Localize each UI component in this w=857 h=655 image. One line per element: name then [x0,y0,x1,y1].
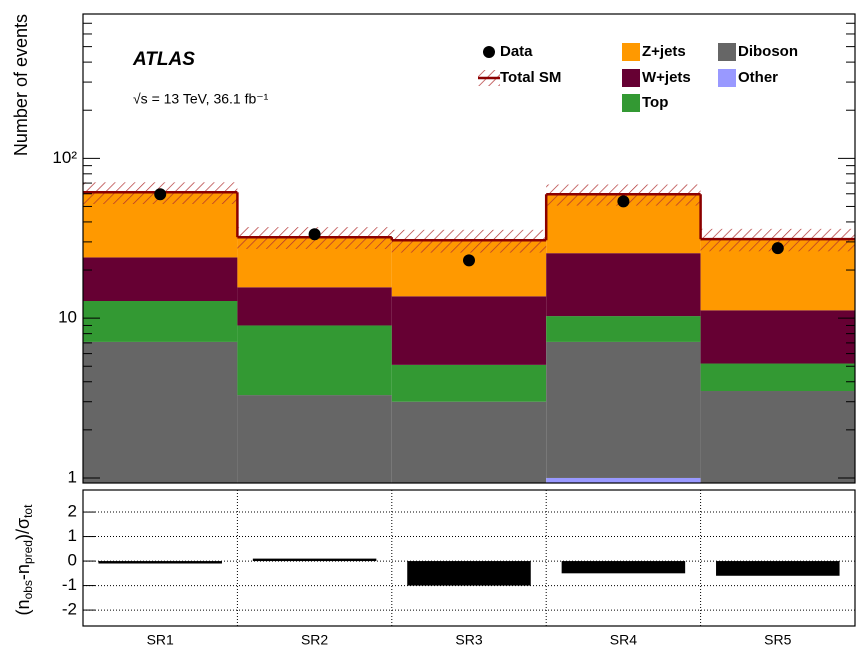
ratio-bar [98,561,222,564]
stack-segment [237,395,392,483]
label-part: pred [21,540,35,564]
ratio-frame [82,489,856,627]
x-tick-label: SR5 [764,632,791,648]
stack-segment [546,316,701,342]
y-tick-label: 1 [68,467,77,486]
ratio-tick-label: -1 [62,575,77,594]
legend-marker [622,43,640,61]
annotation: √s = 13 TeV, 36.1 fb⁻¹ [133,91,269,107]
stack-segment [700,310,855,364]
label-part: tot [21,504,35,518]
legend-marker [622,69,640,87]
legend-label: W+jets [642,69,691,86]
y-axis-label: Number of events [11,14,31,156]
stack-segment [391,401,547,483]
legend-marker [718,43,736,61]
ratio-tick-label: -2 [62,600,77,619]
ratio-bar [716,561,840,576]
stack-segment [700,363,855,392]
ratio-tick-label: 2 [68,502,77,521]
stack-segment [700,391,855,483]
label-part: )/σ [13,518,33,540]
stack-segment [83,257,238,302]
stack-segment [83,341,238,483]
legend-label: Data [500,43,533,60]
ratio-bar [561,561,686,574]
data-point [463,254,475,267]
stack-segment [546,477,701,483]
stack-segment [546,341,701,478]
ratio-tick-label: 0 [68,551,77,570]
ratio-tick-label: 1 [68,526,77,545]
experiment-label: ATLAS [132,49,195,70]
legend-marker [483,46,495,58]
stack-segment [391,364,547,402]
legend-label: Top [642,94,668,111]
legend-label: Other [738,69,778,86]
stack-segment [83,301,238,342]
y-tick-label: 10 [58,308,77,327]
ratio-bar [407,561,531,586]
stack-segment [546,253,701,317]
label-part: (n [13,599,33,615]
plot-frame [82,13,856,484]
legend-label: Total SM [500,69,561,86]
ratio-y-label: (nobs-npred)/σtot [13,504,35,616]
data-point [771,242,784,255]
data-point [154,188,167,201]
main-plot [83,182,855,483]
legend-label: Diboson [738,43,798,60]
stack-segment [237,325,392,396]
x-tick-label: SR1 [147,632,174,648]
stack-segment [237,287,392,326]
y-tick-label: 10² [52,148,77,167]
legend-label: Z+jets [642,43,686,60]
label-part: -n [13,564,33,580]
label-part: obs [21,580,35,599]
data-point [617,195,630,208]
stack-segment [391,296,547,365]
legend-marker [718,69,736,87]
x-tick-label: SR3 [455,632,482,648]
x-tick-label: SR4 [610,632,637,648]
legend-marker [622,94,640,112]
data-point [308,228,321,241]
ratio-bar [252,558,377,562]
x-tick-label: SR2 [301,632,328,648]
